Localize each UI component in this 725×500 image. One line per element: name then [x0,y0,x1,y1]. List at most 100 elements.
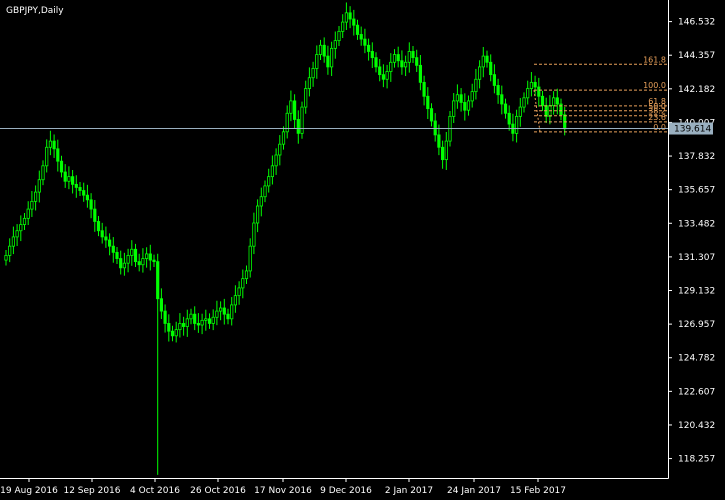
candle [444,131,448,170]
candle [30,191,34,217]
candle [481,46,485,78]
candle [211,309,215,331]
candle [500,85,504,115]
candle [411,46,415,64]
candle [130,240,134,266]
fib-level-label: 23.6 [648,113,666,122]
y-tick-label: 146.532 [678,18,715,28]
y-tick-label: 135.657 [678,186,715,196]
candle [34,185,38,211]
candle [74,175,78,198]
candle [226,308,230,325]
candle [463,93,467,121]
candle [137,253,141,272]
y-tick-label: 137.832 [678,152,715,162]
candle [326,45,330,75]
x-tick-label: 9 Dec 2016 [320,486,372,496]
candle [255,199,260,233]
candle [67,166,71,190]
candle [152,254,156,268]
candle [459,88,463,112]
candle [370,42,374,68]
y-tick-label: 124.782 [678,354,715,364]
candle [119,250,123,275]
candle [259,187,263,217]
candle [281,126,286,150]
candle [429,103,434,127]
candle [122,252,126,276]
candle [193,306,197,331]
chart-title: GBPJPY,Daily [6,6,64,16]
candle [392,49,397,68]
candle [304,80,308,114]
candle [344,2,349,30]
candle [559,98,563,121]
x-tick-label: 24 Jan 2017 [447,486,501,496]
candle [433,113,437,142]
candle [526,80,530,105]
candle [418,55,423,91]
candle [89,193,93,219]
candle [389,53,393,82]
candle [252,212,256,255]
candle [111,237,115,263]
candle [230,297,234,326]
fib-level-label: 38.2 [648,107,666,116]
candle [366,38,371,61]
candle [104,226,108,248]
candle [322,37,326,63]
candle [474,68,478,100]
y-tick-label: 122.607 [678,387,715,397]
candle [11,226,15,255]
candle [248,238,252,278]
fibonacci-levels: 161.8 100.0 61.850.038.223.60.0 [533,55,668,133]
candle [37,170,41,203]
candle [56,139,60,172]
candle [222,298,226,325]
candle [15,224,19,247]
candle [518,97,522,127]
candle [196,313,200,333]
y-tick-label: 126.957 [678,320,715,330]
candle [233,285,237,313]
candle [540,90,545,111]
candle [59,155,64,178]
candle [85,184,89,208]
candle [529,72,534,97]
candle [215,300,219,326]
y-tick-label: 120.432 [678,421,715,431]
candle [156,253,160,475]
current-price-value: 139.614 [674,125,711,135]
candle [533,75,537,97]
candle [82,182,86,202]
candle [285,105,289,139]
candle [415,49,419,73]
candle [126,248,130,273]
candle [167,314,171,342]
candle [189,308,193,325]
candle [93,199,97,232]
candle [477,60,482,89]
candle [4,250,8,266]
candle [181,316,186,336]
candle [396,46,400,68]
y-tick-label: 144.357 [678,51,715,61]
candle [537,77,541,107]
candle [289,90,293,122]
candle [244,265,249,285]
candle [63,164,67,188]
fib-level-label: 50.0 [648,102,666,111]
candle [300,101,304,139]
candle [296,110,300,144]
candle [163,304,167,333]
candle [96,216,101,237]
candle [204,309,208,331]
candle [174,321,178,343]
candle [466,95,471,116]
x-tick-label: 26 Oct 2016 [190,486,246,496]
candle [318,39,323,60]
candle [8,238,12,263]
y-tick-label: 131.307 [678,253,715,263]
candle [78,182,82,196]
